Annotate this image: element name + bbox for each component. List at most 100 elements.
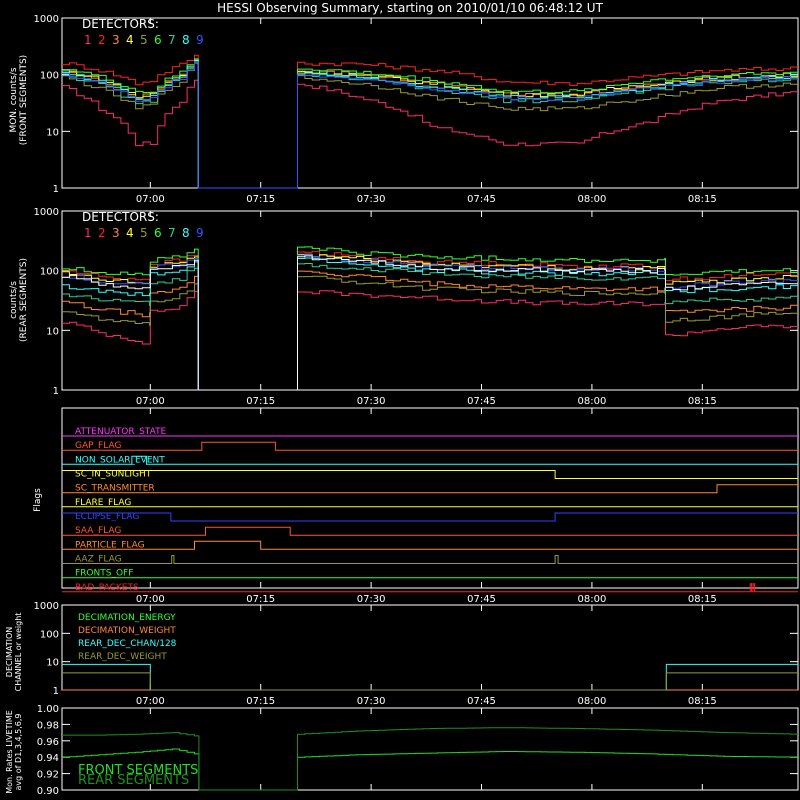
flag-label-bad_packets: BAD_PACKETS	[75, 583, 139, 593]
front-legend-detector-4: 4	[126, 33, 134, 47]
front-xtick-label: 07:15	[246, 194, 275, 205]
rear-legend-detector-8: 8	[182, 226, 190, 240]
livetime-panel: Mon. Rates LIVETIME avg of D1,3,4,5,6,9 …	[5, 704, 799, 797]
dec-xtick-label: 07:15	[246, 696, 275, 707]
rear-legend-detector-1: 1	[84, 226, 92, 240]
flag-label-fronts_off: FRONTS_OFF	[75, 569, 133, 579]
dec-legend-decimation-weight: DECIMATION_WEIGHT	[78, 626, 176, 636]
front-plot-frame	[61, 17, 799, 189]
rear-series-total	[62, 255, 798, 391]
front-series-6	[62, 58, 798, 189]
flag-line-gap_flag	[62, 441, 798, 451]
dec-legend-rear-dec-weight: REAR_DEC_WEIGHT	[78, 652, 167, 662]
dec-xtick-label: 07:30	[357, 696, 386, 707]
front-legend-detector-5: 5	[140, 33, 148, 47]
rear-xtick-label: 08:00	[578, 396, 607, 407]
flags-ylabel: Flags	[33, 488, 43, 512]
live-ytick-label: 0.92	[37, 770, 59, 781]
flag-label-non_solar_event: NON_SOLAR_EVENT	[75, 455, 165, 465]
flags-xtick-label: 07:45	[467, 594, 496, 605]
flag-line-sc_in_sunlight	[62, 470, 798, 479]
front-xtick-label: 07:45	[467, 194, 496, 205]
rear-legend-detector-2: 2	[98, 226, 106, 240]
rear-ytick-label: 1000	[34, 207, 59, 218]
rear-legend-title: DETECTORS:	[82, 210, 159, 224]
live-ytick-label: 0.98	[37, 720, 59, 731]
flags-xtick-label: 07:30	[357, 594, 386, 605]
flag-line-sc_transmitter	[62, 484, 798, 494]
dec-ytick-label: 10	[46, 658, 59, 669]
rear-ylabel-line1: counts/s	[9, 281, 19, 319]
rear-legend-detector-9: 9	[196, 226, 204, 240]
flag-label-attenuator_state: ATTENUATOR_STATE	[75, 427, 167, 437]
rear-series-3	[62, 270, 798, 391]
rear-series-7	[62, 263, 798, 391]
front-legend-title: DETECTORS:	[82, 17, 159, 31]
flag-label-saa_flag: SAA_FLAG	[75, 526, 121, 536]
front-xtick-label: 08:15	[688, 194, 717, 205]
dec-xtick-label: 07:00	[136, 696, 165, 707]
front-series-9	[62, 61, 798, 189]
flags-xtick-label: 08:15	[688, 594, 717, 605]
front-legend-detector-8: 8	[182, 33, 190, 47]
rear-legend-detector-7: 7	[168, 226, 176, 240]
flag-label-gap_flag: GAP_FLAG	[75, 441, 121, 451]
rear-series-2	[62, 250, 798, 391]
dec-ytick-label: 100	[40, 629, 59, 640]
front-xtick-label: 07:30	[357, 194, 386, 205]
rear-xtick-label: 08:15	[688, 396, 717, 407]
rear-xtick-label: 07:45	[467, 396, 496, 407]
front-legend-detector-3: 3	[112, 33, 120, 47]
dec-xtick-label: 08:15	[688, 696, 717, 707]
flag-label-sc_in_sunlight: SC_IN_SUNLIGHT	[75, 470, 152, 480]
front-ytick-label: 100	[40, 71, 59, 82]
front-series-1	[62, 79, 798, 189]
live-legend-front-segments: FRONT SEGMENTS	[78, 763, 198, 778]
flags-xtick-label: 08:00	[578, 594, 607, 605]
rear-xtick-label: 07:30	[357, 396, 386, 407]
dec-ytick-label: 1	[53, 686, 59, 697]
flag-label-eclipse_flag: ECLIPSE_FLAG	[75, 512, 139, 522]
front-series-8	[62, 60, 798, 189]
rear-legend-detector-4: 4	[126, 226, 134, 240]
rear-series-6	[62, 246, 798, 391]
front-legend-detector-9: 9	[196, 33, 204, 47]
rear-legend-detector-5: 5	[140, 226, 148, 240]
flag-label-sc_transmitter: SC_TRANSMITTER	[75, 484, 155, 494]
front-ytick-label: 1	[53, 184, 59, 195]
rear-legend-detector-6: 6	[154, 226, 162, 240]
dec-ytick-label: 1000	[34, 601, 59, 612]
live-ytick-label: 1.00	[37, 704, 59, 715]
front-xtick-label: 08:00	[578, 194, 607, 205]
rear-ytick-label: 1	[53, 386, 59, 397]
flag-label-particle_flag: PARTICLE_FLAG	[75, 540, 145, 550]
decimation-panel: DECIMATION CHANNEL or weight 07:00 07:15 0…	[5, 601, 799, 707]
front-legend-detector-2: 2	[98, 33, 106, 47]
front-segments-panel: MON. counts/s (FRONT SEGMENTS) DETECTORS…	[9, 14, 799, 205]
front-ylabel-line1: MON. counts/s	[9, 67, 19, 132]
front-ytick-label: 10	[46, 127, 59, 138]
rear-ytick-label: 100	[40, 267, 59, 278]
rear-series-4	[62, 253, 798, 391]
flag-line-aaz_flag	[62, 555, 798, 564]
rear-ylabel-line2: (REAR SEGMENTS)	[19, 258, 29, 342]
livetime-ylabel-line2: avg of D1,3,4,5,6,9	[14, 714, 23, 791]
rear-xtick-label: 07:00	[136, 396, 165, 407]
dec-legend-decimation-energy: DECIMATION_ENERGY	[78, 613, 176, 623]
live-series-front-segments	[62, 748, 798, 791]
front-series-5	[62, 62, 798, 189]
rear-ytick-label: 10	[46, 326, 59, 337]
live-ytick-label: 0.94	[37, 753, 59, 764]
rear-series-5	[62, 275, 798, 391]
live-plot-frame	[61, 707, 799, 791]
front-ytick-label: 1000	[34, 14, 59, 25]
figure-title: HESSI Observing Summary, starting on 201…	[217, 1, 603, 15]
front-legend-detector-7: 7	[168, 33, 176, 47]
front-legend-detector-1: 1	[84, 33, 92, 47]
flag-line-eclipse_flag	[62, 512, 798, 522]
